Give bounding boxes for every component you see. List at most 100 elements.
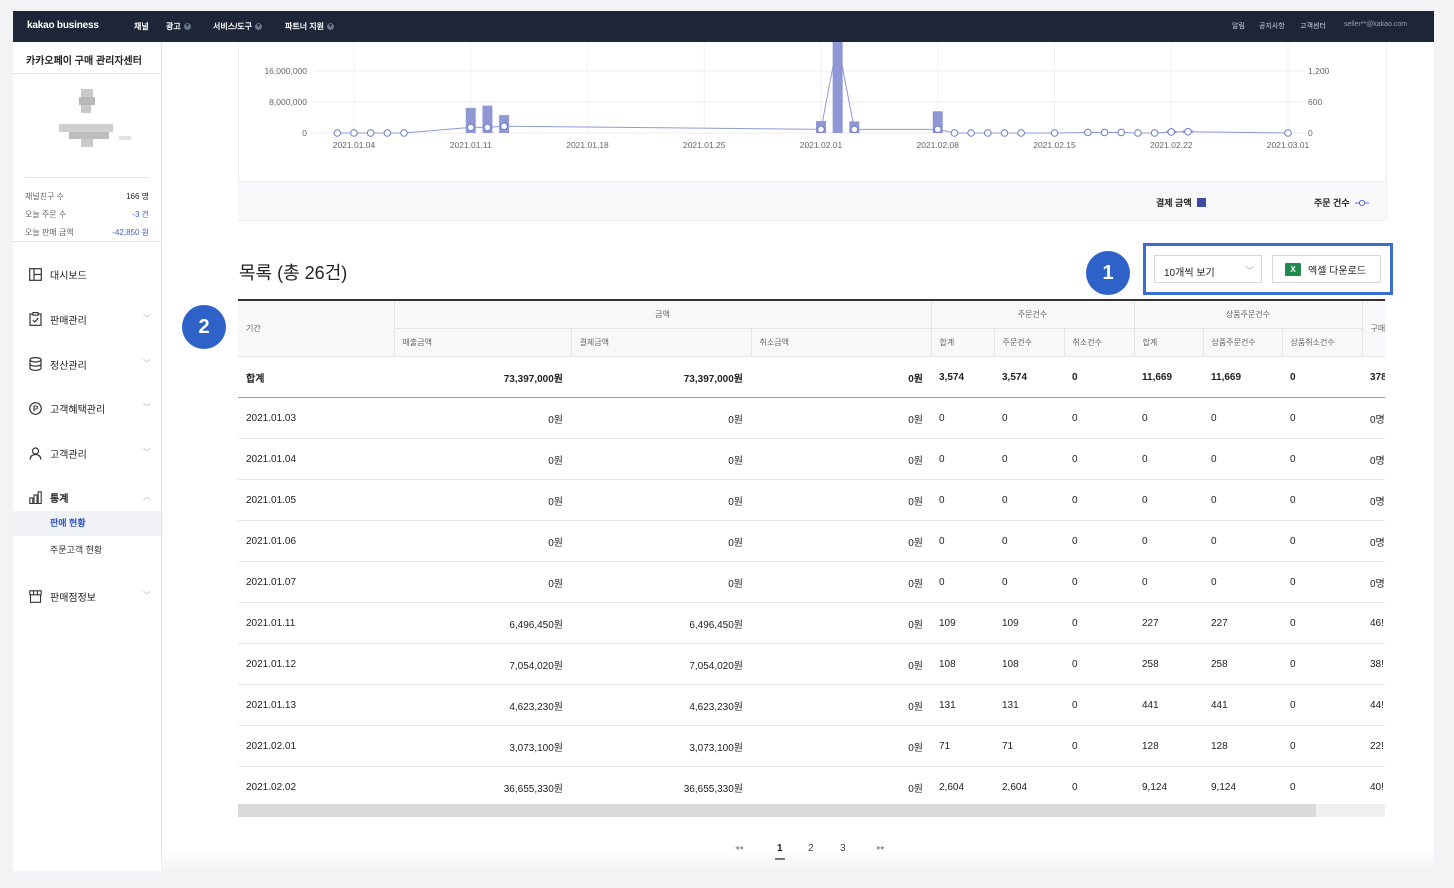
x-axis-tick-label: 2021.02.15 [1033, 140, 1076, 150]
cell-p-cancel: 0 [1282, 766, 1362, 808]
page-size-value: 10개씩 보기 [1164, 268, 1215, 279]
cell-period: 합계 [238, 356, 394, 398]
header-orders-total: 합계 [930, 328, 994, 357]
cell-cancel: 0원 [751, 520, 931, 562]
horizontal-scrollbar[interactable] [238, 804, 1385, 817]
cell-o-cnt: 131 [994, 684, 1064, 726]
sidebar-item-label: 판매점정보 [50, 592, 96, 604]
last-page-button[interactable]: ▸▸ [877, 843, 886, 852]
header-products-count: 상품주문건수 [1202, 328, 1282, 357]
annotation-badge-2: 2 [182, 305, 226, 349]
chart-point [1050, 129, 1059, 137]
chart-point [1100, 128, 1109, 137]
table-row: 2021.01.05 0원 0원 0원 0 0 0 0 0 0 0명 [238, 479, 1385, 521]
cell-paid: 4,623,230원 [571, 684, 751, 726]
cell-period: 2021.01.05 [238, 479, 394, 521]
cell-p-total: 0 [1134, 479, 1203, 521]
cell-sales: 0원 [394, 520, 571, 562]
sidebar-item-customers[interactable]: 고객관리 ﹀ [28, 443, 153, 463]
chart-point [383, 129, 392, 137]
chart-point [500, 122, 508, 131]
cell-buyers: 22! [1362, 725, 1385, 767]
cell-p-cancel: 0 [1282, 438, 1362, 480]
legend-item-orders[interactable]: 주문 건수 [1314, 196, 1369, 209]
chart-canvas: 16,000,000 8,000,000 0 1,200 600 0 2021.01.04 2… [264, 41, 1330, 150]
cell-o-cnt: 2,604 [994, 766, 1064, 808]
nav-services-label: 서비스/도구 [213, 22, 253, 31]
nav-partner[interactable]: 파트너 지원 ▾ [285, 21, 335, 32]
header-group-amount: 금액 [393, 301, 931, 329]
chart-series-line [337, 41, 1289, 134]
x-axis-tick-label: 2021.01.25 [683, 140, 726, 150]
chart-point [967, 129, 975, 137]
page-size-select[interactable]: 10개씩 보기 ﹀ [1154, 255, 1262, 283]
nav-alerts[interactable]: 알림 [1232, 23, 1245, 30]
sidebar-subitem-sales-status[interactable]: 판매 현황 [13, 511, 161, 536]
cell-sales: 0원 [394, 438, 571, 480]
cell-cancel: 0원 [751, 397, 931, 439]
scrollbar-thumb[interactable] [238, 804, 1316, 817]
cell-cancel: 0원 [751, 438, 931, 480]
cell-p-cnt: 441 [1203, 684, 1282, 726]
chart-point [483, 123, 492, 132]
sidebar-subitem-order-customers[interactable]: 주문고객 현황 [50, 545, 103, 555]
cell-p-total: 11,669 [1134, 356, 1203, 398]
app-frame: kakao business 채널 광고 ▾ 서비스/도구 ▾ 파트너 지원 ▾ 알림… [13, 11, 1434, 871]
nav-support[interactable]: 고객센터 [1300, 23, 1326, 30]
nav-ads[interactable]: 광고 ▾ [166, 21, 191, 32]
nav-services[interactable]: 서비스/도구 ▾ [213, 21, 263, 32]
bottom-fade [161, 851, 1434, 871]
nav-channel[interactable]: 채널 [134, 21, 149, 32]
cell-sales: 3,073,100원 [394, 725, 571, 767]
cell-o-cancel: 0 [1064, 602, 1134, 644]
cell-o-total: 0 [931, 479, 994, 521]
sidebar-item-sales[interactable]: 판매관리 ﹀ [28, 309, 153, 329]
cell-period: 2021.01.03 [238, 397, 394, 439]
cell-o-cnt: 0 [994, 479, 1064, 521]
header-group-orders: 주문건수 [930, 301, 1134, 329]
cell-period: 2021.02.01 [238, 725, 394, 767]
cell-o-cnt: 0 [994, 520, 1064, 562]
cell-cancel: 0원 [751, 479, 931, 521]
sidebar-item-label: 고객관리 [50, 449, 87, 461]
sidebar-item-settlement[interactable]: 정산관리 ﹀ [28, 354, 153, 374]
sidebar-title: 카카오페이 구매 관리자센터 [26, 56, 142, 67]
cell-p-total: 0 [1134, 561, 1203, 603]
page-2-button[interactable]: 2 [808, 843, 814, 854]
excel-download-button[interactable]: X 엑셀 다운로드 [1272, 255, 1381, 283]
legend-label: 주문 건수 [1314, 198, 1350, 208]
chart-bar [832, 42, 843, 133]
legend-item-payment[interactable]: 결제 금액 [1156, 196, 1206, 209]
cell-buyers: 0명 [1362, 520, 1385, 562]
nav-notice[interactable]: 공지사항 [1259, 23, 1285, 30]
cell-paid: 0원 [571, 561, 751, 603]
stats-table-container[interactable]: 기간 금액 주문건수 상품주문건수 구매 매출금액 결제금액 취소금액 합계 주… [238, 299, 1385, 820]
cell-p-total: 258 [1134, 643, 1203, 685]
table-row: 2021.01.03 0원 0원 0원 0 0 0 0 0 0 0명 [238, 397, 1385, 439]
sidebar-item-statistics[interactable]: 통계 ︿ [28, 487, 153, 507]
nav-partner-label: 파트너 지원 [285, 22, 325, 31]
kakao-business-logo[interactable]: kakao business [27, 20, 99, 31]
sidebar-item-store-info[interactable]: 판매점정보 ﹀ [28, 586, 153, 606]
header-group-product-orders: 상품주문건수 [1133, 301, 1362, 329]
table-row: 2021.01.06 0원 0원 0원 0 0 0 0 0 0 0명 [238, 520, 1385, 562]
sidebar-item-benefits[interactable]: P 고객혜택관리 ﹀ [28, 398, 153, 418]
cell-buyers: 46! [1362, 602, 1385, 644]
sidebar-item-dashboard[interactable]: 대시보드 [28, 264, 153, 284]
cell-o-cancel: 0 [1064, 725, 1134, 767]
cell-buyers: 0명 [1362, 479, 1385, 521]
cell-sales: 0원 [394, 479, 571, 521]
cell-cancel: 0원 [751, 561, 931, 603]
page-3-button[interactable]: 3 [840, 843, 846, 854]
left-axis-tick-label: 0 [302, 128, 307, 138]
x-axis-tick-label: 2021.02.08 [916, 140, 959, 150]
account-menu[interactable]: seller**@kakao.com [1344, 21, 1408, 28]
cell-o-total: 3,574 [931, 356, 994, 398]
cell-p-total: 441 [1134, 684, 1203, 726]
cell-cancel: 0원 [751, 725, 931, 767]
cell-paid: 36,655,330원 [571, 766, 751, 808]
cell-buyers: 40! [1362, 766, 1385, 808]
cell-buyers: 0명 [1362, 438, 1385, 480]
stat-label: 오늘 주문 수 [25, 210, 67, 219]
first-page-button[interactable]: ◂◂ [735, 843, 744, 852]
